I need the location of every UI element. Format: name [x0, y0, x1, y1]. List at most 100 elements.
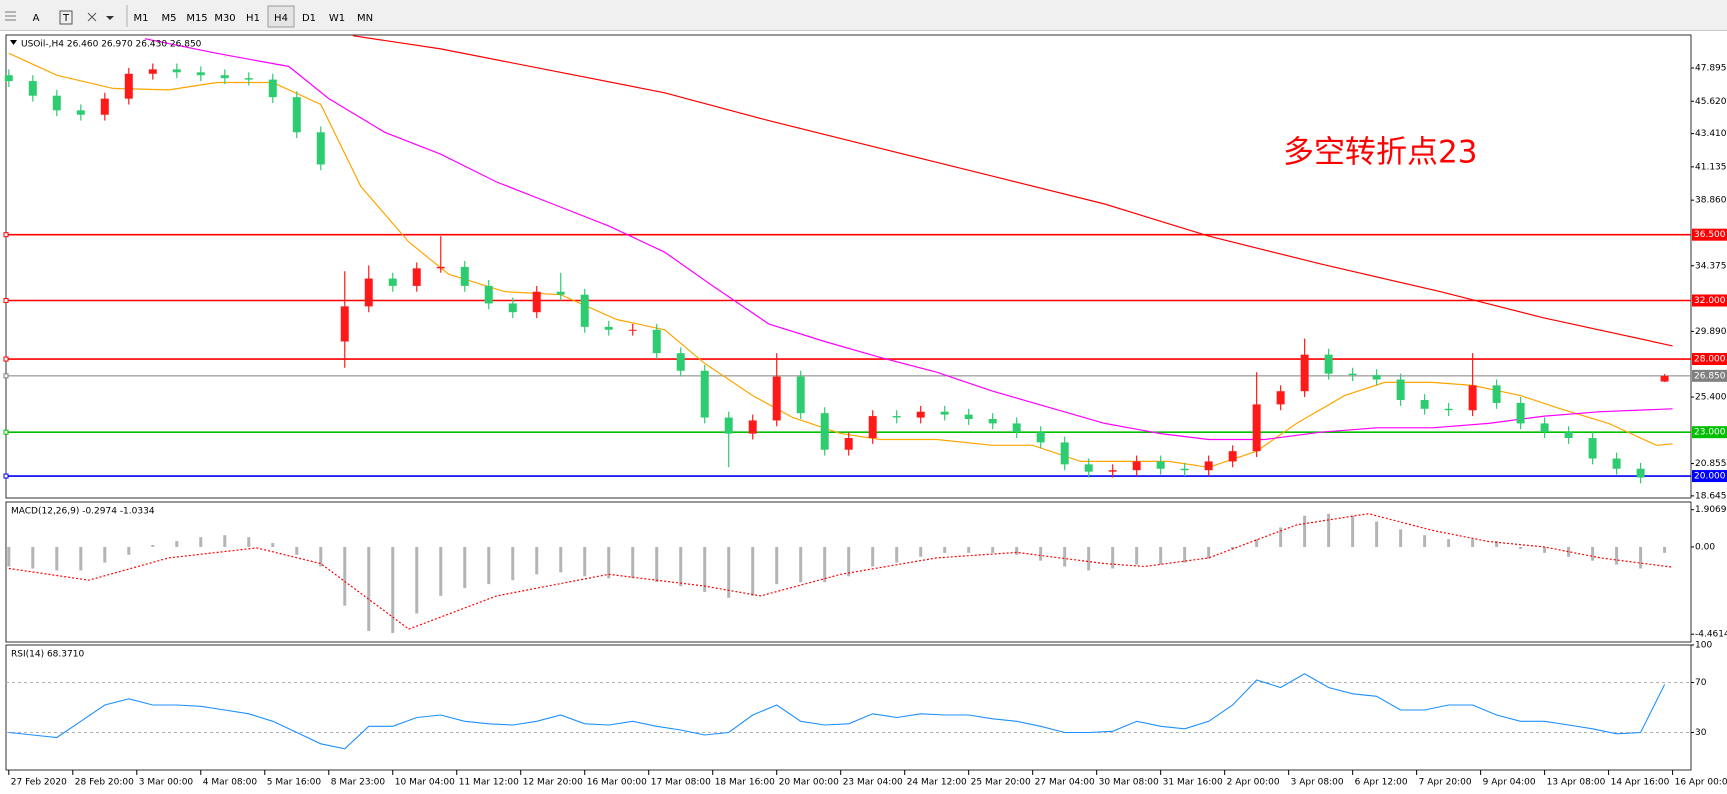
candle-body	[1564, 432, 1573, 439]
x-tick-label: 9 Apr 04:00	[1483, 778, 1536, 788]
timeframe-button[interactable]: M15	[186, 13, 207, 24]
timeframe-button[interactable]: M1	[134, 13, 149, 24]
x-tick-label: 16 Mar 00:00	[587, 778, 647, 788]
timeframe-button[interactable]: H4	[274, 13, 288, 24]
candle-body	[508, 303, 517, 313]
candle-body	[820, 413, 829, 450]
y-tick-label: 25.400	[1695, 393, 1727, 403]
macd-bar	[295, 546, 299, 555]
y-tick-label: 29.890	[1695, 327, 1727, 337]
macd-bar	[1423, 535, 1427, 547]
x-tick-label: 31 Mar 16:00	[1163, 778, 1223, 788]
candle-body	[1180, 468, 1189, 471]
y-tick-label: 30	[1695, 728, 1707, 738]
candle-body	[1468, 385, 1477, 411]
macd-bar	[823, 546, 827, 583]
macd-bar	[991, 546, 995, 553]
timeframe-button[interactable]: D1	[302, 13, 316, 24]
candle-body	[1324, 354, 1333, 374]
candle-body	[604, 326, 613, 330]
candle-body	[460, 266, 469, 286]
candle-body	[532, 291, 541, 313]
candle-body	[100, 98, 109, 115]
moving-average	[144, 38, 1673, 441]
macd-bar	[847, 546, 851, 577]
y-tick-label: 20.855	[1695, 459, 1727, 469]
macd-bar	[1567, 546, 1571, 557]
macd-bar	[871, 546, 875, 567]
macd-bar	[31, 546, 35, 569]
macd-bar	[1447, 539, 1451, 547]
candle-body	[124, 73, 133, 99]
candle-body	[1156, 461, 1165, 469]
candle-body	[796, 376, 805, 414]
arrows-icon[interactable]	[87, 12, 114, 22]
level-label-bg	[1692, 426, 1727, 439]
macd-bar	[487, 546, 491, 585]
timeframe-button[interactable]: H1	[246, 13, 260, 24]
macd-bar	[1543, 546, 1547, 553]
y-tick-label: 0.00	[1695, 542, 1715, 552]
candle-body	[868, 416, 877, 439]
macd-bar	[1231, 546, 1235, 549]
candle-body	[772, 376, 781, 421]
tool-button[interactable]: A	[33, 13, 40, 24]
macd-bar	[1135, 546, 1139, 565]
collapse-icon[interactable]	[10, 40, 17, 45]
candle-body	[892, 416, 901, 418]
macd-bar	[919, 546, 923, 557]
macd-bar	[1279, 527, 1283, 547]
macd-bar	[391, 546, 395, 634]
x-tick-label: 14 Apr 16:00	[1611, 778, 1670, 788]
timeframe-button[interactable]: M30	[214, 13, 235, 24]
candle-body	[364, 278, 373, 307]
macd-bar	[127, 546, 131, 555]
macd-bar	[1639, 546, 1643, 569]
macd-bar	[1471, 539, 1475, 547]
candle-body	[340, 306, 349, 342]
candle-body	[1228, 451, 1237, 462]
macd-bar	[415, 546, 419, 614]
macd-bar	[607, 546, 611, 579]
macd-bar	[223, 535, 227, 547]
timeframe-button[interactable]: W1	[329, 13, 345, 24]
candle-body	[1084, 464, 1093, 472]
candle-body	[676, 353, 685, 371]
macd-bar	[1495, 541, 1499, 547]
macd-bar	[79, 546, 83, 571]
candle-body	[148, 69, 157, 74]
y-tick-label: 47.895	[1695, 63, 1727, 73]
timeframe-button[interactable]: MN	[357, 13, 373, 24]
macd-bar	[343, 546, 347, 606]
candle-body	[484, 285, 493, 304]
candle-body	[1444, 408, 1453, 411]
candle-body	[580, 294, 589, 327]
macd-bar	[751, 546, 755, 596]
x-tick-label: 17 Mar 08:00	[651, 778, 711, 788]
macd-bar	[55, 546, 59, 571]
x-tick-label: 24 Mar 12:00	[907, 778, 967, 788]
candle-body	[76, 110, 85, 115]
y-tick-label: 45.620	[1695, 97, 1727, 107]
level-handle	[3, 232, 9, 238]
x-tick-label: 27 Feb 2020	[11, 778, 67, 788]
candle-body	[412, 268, 421, 286]
x-tick-label: 12 Mar 20:00	[523, 778, 583, 788]
candle-body	[388, 278, 397, 286]
active-timeframe	[267, 5, 295, 28]
macd-bar	[1183, 546, 1187, 563]
tool-button[interactable]: T	[62, 13, 70, 24]
macd-bar	[631, 546, 635, 579]
candle-body	[4, 75, 13, 82]
macd-bar	[895, 546, 899, 563]
level-handle	[3, 356, 9, 362]
timeframe-button[interactable]: M5	[162, 13, 177, 24]
macd-bar	[1087, 546, 1091, 571]
macd-bar	[1111, 546, 1115, 569]
candle-body	[196, 72, 205, 76]
macd-bar	[175, 541, 179, 547]
x-tick-label: 8 Mar 23:00	[331, 778, 386, 788]
x-tick-label: 20 Mar 00:00	[779, 778, 839, 788]
level-label-bg	[1692, 369, 1727, 382]
